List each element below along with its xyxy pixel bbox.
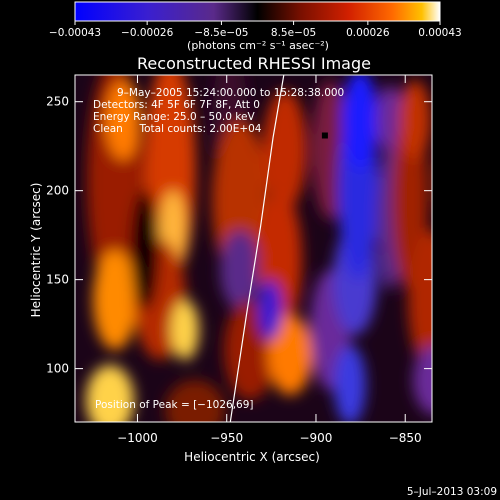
annotation-energy: Energy Range: 25.0 – 50.0 keV [93,111,255,123]
timestamp: 5–Jul–2013 03:09 [407,486,497,498]
x-tick-label: −1000 [117,431,158,445]
y-tick-label: 200 [46,184,69,198]
y-tick-label: 150 [46,273,69,287]
colorbar-ticks: −0.00043 −0.00026 −8.5e−05 8.5e−05 0.00026 0.… [49,21,462,39]
colorbar-tick-label: −0.00043 [49,27,101,39]
colorbar-tick-label: 0.00043 [418,27,461,39]
colorbar-tick-label: 8.5e−05 [271,27,316,39]
x-axis-label: Heliocentric X (arcsec) [184,450,320,464]
colorbar-tick-label: 0.00026 [346,27,390,39]
annotation-time: 9–May–2005 15:24:00.000 to 15:28:38.000 [117,87,344,99]
x-tick-label: −950 [210,431,243,445]
y-tick-label: 250 [46,95,69,109]
chart-title: Reconstructed RHESSI Image [137,54,371,73]
colorbar-unit-label: (photons cm⁻² s⁻¹ asec⁻²) [187,39,329,52]
plot-frame [74,74,433,423]
annotation-detectors: Detectors: 4F 5F 6F 7F 8F, Att 0 [93,99,260,111]
heatmap-image [75,75,432,422]
annotation-block: 9–May–2005 15:24:00.000 to 15:28:38.000 … [93,87,344,135]
colorbar [74,1,441,22]
x-tick-label: −900 [299,431,332,445]
source-marker [321,132,328,139]
axis-ticks: −1000 −950 −900 −850 100 150 200 250 [46,75,432,445]
colorbar-tick-label: −8.5e−05 [194,27,248,39]
annotation-counts: Clean Total counts: 2.00E+04 [93,123,262,135]
x-tick-label: −850 [389,431,422,445]
y-axis-label: Heliocentric Y (arcsec) [29,183,43,318]
solar-limb-line [229,75,285,422]
colorbar-tick-label: −0.00026 [121,27,174,39]
y-tick-label: 100 [46,362,69,376]
peak-position-label: Position of Peak = [−1026,69] [95,399,254,411]
